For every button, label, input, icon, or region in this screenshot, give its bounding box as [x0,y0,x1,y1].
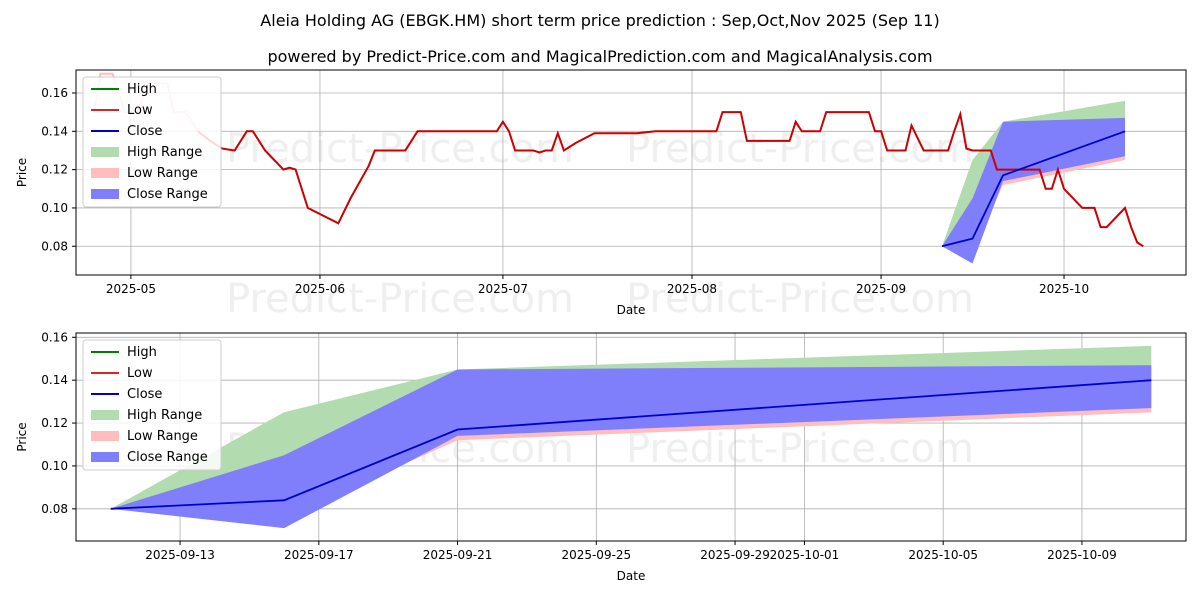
close-line [941,130,1126,248]
y-tick-label: 0.12 [41,163,68,177]
bottom-panel: Predict-Price.comPredict-Price.com2025-0… [15,330,1187,583]
legend-label: Close Range [127,187,208,202]
close-range-band [942,117,1125,264]
x-tick-label: 2025-09 [856,282,906,296]
chart-subtitle: powered by Predict-Price.com and Magical… [267,47,932,66]
x-tick-label: 2025-10 [1039,282,1089,296]
legend-label: Low Range [127,166,198,181]
y-tick-label: 0.16 [41,86,68,100]
legend-patch-swatch [91,168,119,178]
watermark-text: Predict-Price.com [626,426,974,472]
y-tick-label: 0.12 [41,416,68,430]
legend-label: High [127,345,157,360]
x-tick-label: 2025-06 [295,282,345,296]
legend-patch-swatch [91,147,119,157]
axes-frame [75,332,1187,542]
history-low-line [197,110,1144,248]
x-tick-label: 2025-08 [667,282,717,296]
legend-patch-swatch [91,189,119,199]
x-tick-label: 2025-09-21 [423,548,493,562]
legend-label: Low [127,366,153,381]
legend-label: High [127,82,157,97]
legend-label: Close [127,387,162,402]
legend-label: Low [127,103,153,118]
x-tick-label: 2025-09-17 [284,548,354,562]
watermark-text: Predict-Price.com [626,126,974,172]
x-tick-label: 2025-09-25 [561,548,631,562]
y-tick-label: 0.08 [41,239,68,253]
x-tick-label: 2025-09-13 [145,548,215,562]
legend-label: Close Range [127,450,208,465]
legend: High Low Close High Range Low Range Close Ran… [82,339,222,471]
x-axis-label: Date [617,303,646,317]
legend-label: High Range [127,408,202,423]
close-line [110,379,1152,510]
chart-title: Aleia Holding AG (EBGK.HM) short term pr… [260,11,939,30]
x-tick-label: 2025-07 [478,282,528,296]
y-tick-label: 0.10 [41,201,68,215]
legend-label: Low Range [127,429,198,444]
x-tick-label: 2025-10-01 [770,548,840,562]
legend-patch-swatch [91,410,119,420]
y-tick-label: 0.08 [41,502,68,516]
axes-frame [75,69,1187,276]
y-axis-label: Price [15,158,29,187]
legend-label: High Range [127,145,202,160]
watermark-text: Predict-Price.com [626,276,974,322]
y-tick-label: 0.10 [41,459,68,473]
legend: High Low Close High Range Low Range Close Ran… [82,76,222,208]
legend-patch-swatch [91,431,119,441]
y-tick-label: 0.16 [41,330,68,344]
top-panel: Predict-Price.com Predict-Price.com Predic… [15,69,1187,322]
watermark-text: Predict-Price.com [226,126,574,172]
legend-patch-swatch [91,452,119,462]
x-tick-label: 2025-09-29 [700,548,770,562]
watermark-text: Predict-Price.com [226,276,574,322]
x-tick-label: 2025-05 [106,282,156,296]
x-tick-label: 2025-10-09 [1047,548,1117,562]
y-tick-label: 0.14 [41,373,68,387]
plot-area [110,345,1152,529]
y-axis-label: Price [15,422,29,451]
x-tick-label: 2025-10-05 [908,548,978,562]
y-tick-label: 0.14 [41,124,68,138]
x-axis-label: Date [617,569,646,583]
close-range-band [110,365,1152,529]
legend-label: Close [127,124,162,139]
